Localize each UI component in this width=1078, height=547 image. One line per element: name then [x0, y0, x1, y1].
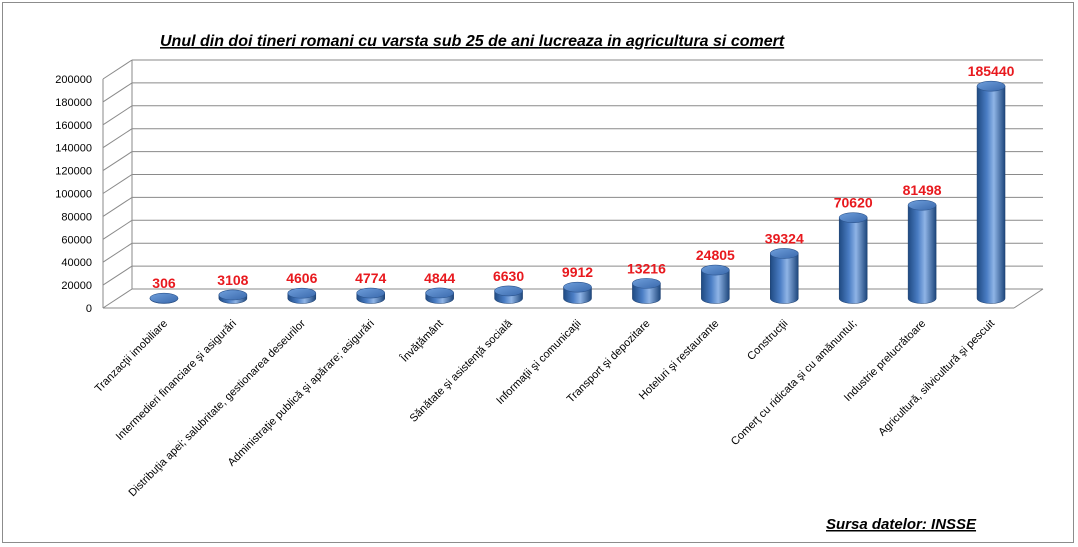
- gridline: [102, 196, 1043, 217]
- y-tick-label: 160000: [55, 120, 92, 132]
- data-label: 4844: [424, 270, 455, 286]
- bar: [632, 278, 661, 304]
- floor-right-edge: [1013, 288, 1044, 309]
- x-tick-label: Învăţământ: [397, 317, 445, 365]
- bar: [149, 292, 179, 304]
- y-tick-label: 0: [86, 303, 92, 315]
- y-tick-label: 200000: [55, 74, 92, 86]
- y-tick-label: 80000: [61, 211, 92, 223]
- y-tick-label: 180000: [55, 97, 92, 109]
- data-label: 185440: [968, 63, 1015, 79]
- x-tick-label: Comerţ cu ridicata şi cu amănuntul;: [729, 318, 859, 448]
- x-tick-label: Intermedieri financiare şi asigurări: [114, 318, 239, 443]
- data-label: 4774: [355, 270, 386, 286]
- data-label: 70620: [834, 195, 873, 211]
- data-label: 39324: [765, 230, 804, 246]
- data-label: 81498: [903, 182, 942, 198]
- gridline: [102, 105, 1043, 126]
- bar: [287, 287, 317, 304]
- bar: [838, 212, 868, 304]
- bar: [907, 199, 937, 304]
- gridline: [102, 151, 1043, 172]
- y-tick-label: 60000: [61, 234, 92, 246]
- data-label: 4606: [286, 270, 317, 286]
- source-note: Sursa datelor: INSSE: [826, 516, 977, 533]
- bar: [494, 285, 523, 304]
- y-tick-label: 20000: [61, 280, 92, 292]
- gridline: [102, 242, 1043, 263]
- bar: [976, 80, 1006, 304]
- gridline: [102, 174, 1043, 194]
- gridline: [102, 128, 1043, 149]
- bar: [425, 287, 454, 304]
- x-tick-label: Agricultură, silvicultură şi pescuit: [876, 318, 997, 439]
- x-tick-label: Administraţie publică şi apărare; asigur…: [226, 318, 377, 469]
- y-tick-label: 40000: [61, 257, 92, 269]
- data-labels: 306 3108 4606 4774 4844 6630 9912 13216 24805 393…: [152, 63, 1014, 291]
- bar: [769, 248, 799, 304]
- x-tick-label: Construcţii: [745, 318, 790, 363]
- bar: [563, 281, 592, 304]
- data-label: 13216: [627, 260, 666, 276]
- gridline: [102, 59, 1043, 80]
- data-label: 306: [152, 275, 176, 291]
- gridline: [102, 265, 1043, 286]
- bar: [356, 287, 386, 304]
- x-tick-label: Tranzacţii imobiliare: [93, 318, 170, 395]
- bar: [218, 289, 248, 304]
- data-label: 6630: [493, 268, 524, 284]
- bar: [701, 264, 730, 304]
- y-tick-label: 120000: [55, 166, 92, 178]
- gridlines: [102, 59, 1044, 309]
- data-label: 9912: [562, 264, 593, 280]
- gridline: [102, 82, 1043, 103]
- x-tick-label: Hoteluri şi restaurante: [637, 318, 722, 403]
- y-tick-label: 140000: [55, 143, 92, 155]
- gridline: [102, 219, 1043, 240]
- data-label: 24805: [696, 247, 735, 263]
- data-label: 3108: [217, 272, 248, 288]
- y-tick-label: 100000: [55, 189, 92, 201]
- y-axis-ticks: 0 20000 40000 60000 80000 100000 120000 140000 1…: [55, 74, 92, 315]
- bars: [149, 80, 1006, 304]
- chart-title: Unul din doi tineri romani cu varsta sub…: [160, 33, 785, 50]
